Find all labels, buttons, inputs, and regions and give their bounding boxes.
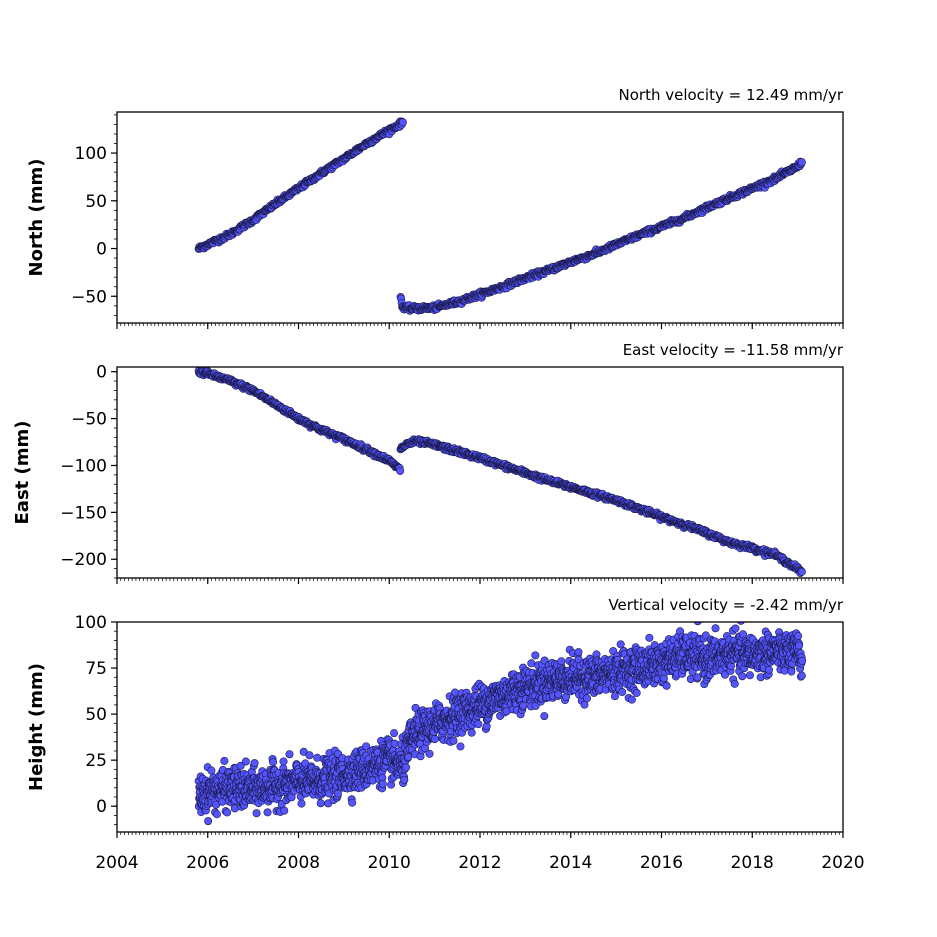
east-y-axis-label: East (mm): [12, 421, 33, 525]
y-tick-label: −200: [60, 550, 107, 570]
height-data-point: [404, 752, 413, 761]
north-data-point: [797, 158, 806, 167]
height-data-point: [531, 651, 540, 660]
height-data-point: [582, 694, 591, 703]
y-tick-label: −50: [71, 410, 107, 430]
height-data-point: [557, 657, 566, 666]
height-data-point: [616, 640, 625, 649]
height-data-point: [269, 757, 278, 766]
height-data-point: [241, 757, 250, 766]
height-data-point: [348, 798, 357, 807]
east-velocity-title: East velocity = -11.58 mm/yr: [623, 341, 844, 359]
height-data-point: [230, 804, 239, 813]
height-data-point: [450, 688, 459, 697]
height-data-point: [316, 799, 325, 808]
height-data-point: [730, 679, 739, 688]
height-data-point: [764, 665, 773, 674]
height-data-point: [250, 759, 259, 768]
height-data-point: [362, 742, 371, 751]
height-data-point: [456, 742, 465, 751]
height-data-point: [610, 692, 619, 701]
height-data-point: [378, 779, 387, 788]
north-data-point: [398, 118, 407, 127]
height-data-point: [662, 681, 671, 690]
height-data-point: [400, 775, 409, 784]
east-panel: −200 −150 −100 −50 0 East velocity = -11.58 …: [12, 341, 844, 584]
height-data-point: [204, 817, 213, 826]
height-data-point: [474, 720, 483, 729]
height-data-point: [285, 750, 294, 759]
y-tick-label: 0: [96, 363, 107, 383]
north-velocity-title: North velocity = 12.49 mm/yr: [619, 86, 844, 104]
height-data-point: [305, 751, 314, 760]
east-data-point: [396, 466, 405, 475]
height-data-point: [263, 808, 272, 817]
height-data-point: [645, 633, 654, 642]
height-data-point: [574, 648, 583, 657]
height-data-point: [618, 688, 627, 697]
y-tick-label: −50: [71, 287, 107, 307]
height-data-point: [390, 729, 399, 738]
height-data-point: [313, 753, 322, 762]
y-tick-label: −100: [60, 456, 107, 476]
height-data-point: [299, 747, 308, 756]
height-data-point: [738, 672, 747, 681]
height-data-point: [207, 766, 216, 775]
east-ticks: −200 −150 −100 −50 0: [60, 363, 844, 584]
height-data-layer: [194, 622, 807, 826]
height-data-point: [527, 659, 536, 668]
height-data-point: [467, 728, 476, 737]
height-data-point: [402, 763, 411, 772]
height-data-point: [711, 624, 720, 633]
height-data-point: [731, 624, 740, 633]
height-data-point: [449, 736, 458, 745]
height-data-point: [236, 761, 245, 770]
height-data-point: [540, 712, 549, 721]
north-y-axis-label: North (mm): [26, 159, 47, 277]
y-tick-label: 0: [96, 240, 107, 260]
north-ticks: −50 0 50 100: [71, 114, 844, 329]
y-tick-label: −150: [60, 503, 107, 523]
y-tick-label: 50: [85, 192, 107, 212]
height-data-point: [390, 739, 399, 748]
height-data-point: [279, 757, 288, 766]
height-data-point: [212, 810, 221, 819]
height-data-point: [430, 735, 439, 744]
east-data-point: [797, 567, 806, 576]
y-tick-label: 100: [75, 144, 107, 164]
height-data-point: [297, 799, 306, 808]
height-data-point: [252, 809, 261, 818]
east-data-layer: [194, 367, 806, 578]
height-data-point: [220, 756, 229, 765]
north-data-layer: [194, 117, 806, 315]
height-data-point: [627, 695, 636, 704]
height-data-point: [745, 671, 754, 680]
height-data-point: [632, 688, 641, 697]
north-panel: −50 0 50 100 North velocity = 12.49 mm/yr N…: [26, 86, 844, 329]
height-data-point: [333, 789, 342, 798]
height-data-point: [425, 749, 434, 758]
height-data-point: [223, 808, 232, 817]
height-data-point: [280, 806, 289, 815]
